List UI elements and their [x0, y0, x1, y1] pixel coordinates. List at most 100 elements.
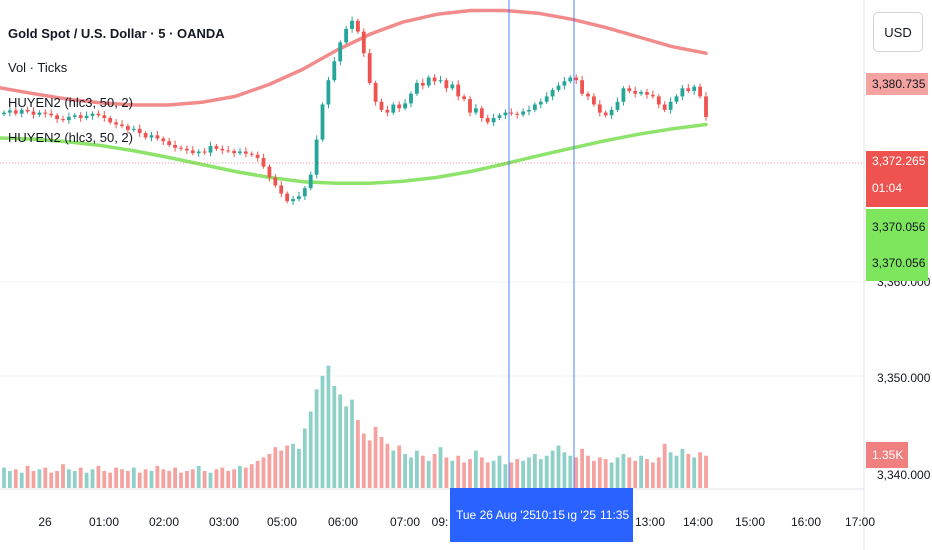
- volume-bar: [332, 386, 337, 488]
- volume-bar: [96, 465, 101, 488]
- candle: [249, 151, 254, 157]
- candle: [515, 111, 520, 119]
- candle: [704, 92, 708, 121]
- time-tick-label: 17:00: [845, 515, 875, 529]
- volume-bar: [137, 472, 142, 488]
- volume-bar: [356, 420, 360, 488]
- currency-button[interactable]: USD: [873, 12, 923, 52]
- upper-band-line: [0, 8, 708, 107]
- candle: [674, 94, 679, 104]
- volume-bar: [615, 457, 620, 488]
- candle: [31, 107, 36, 119]
- indicator-huyen2-2[interactable]: HUYEN2 (hlc3, 50, 2): [8, 130, 133, 145]
- candle: [562, 77, 567, 90]
- candle: [344, 25, 348, 45]
- candle-body: [279, 185, 284, 194]
- indicator-volume[interactable]: Vol · Ticks: [8, 60, 68, 75]
- volume-bar: [238, 465, 242, 488]
- candle-body: [503, 112, 508, 116]
- time-tick-label: 07:00: [390, 515, 420, 529]
- candle: [78, 112, 83, 122]
- volume-bar: [114, 467, 118, 488]
- candle-body: [214, 146, 219, 149]
- volume-bar: [415, 450, 419, 488]
- volume-bar: [574, 457, 579, 488]
- candle-body: [485, 118, 490, 123]
- candle: [108, 115, 113, 125]
- candle-body: [167, 141, 172, 145]
- candle-body: [96, 113, 101, 116]
- candle: [143, 131, 148, 140]
- candle-body: [468, 99, 472, 113]
- candle-body: [273, 177, 278, 186]
- candle: [167, 138, 172, 148]
- time-tick-label: 02:00: [149, 515, 179, 529]
- candle-body: [338, 42, 343, 62]
- crosshair-time-label-1: 10:15: [535, 508, 566, 522]
- crosshair-time-label-2: 11:35: [600, 508, 630, 522]
- candle: [509, 108, 514, 116]
- candles: [2, 16, 708, 205]
- volume-bar: [261, 457, 266, 488]
- volume-label: 1.35K: [866, 442, 908, 468]
- volume-bar: [527, 457, 531, 488]
- volume-bar: [61, 464, 65, 488]
- candle-body: [291, 199, 295, 202]
- volume-bar: [155, 465, 160, 488]
- crosshair-date-label: Tue 26 Aug '25: [456, 508, 536, 522]
- volume-bar: [450, 460, 455, 488]
- candle-body: [592, 96, 596, 105]
- volume-bar: [609, 462, 614, 488]
- candle: [226, 146, 231, 154]
- candle-body: [497, 115, 502, 118]
- candle: [450, 81, 455, 91]
- time-axis[interactable]: 2601:0002:0003:0005:0006:0007:0008:0009:…: [38, 515, 875, 529]
- volume-bar: [391, 450, 396, 488]
- candle-body: [426, 77, 431, 86]
- candle: [190, 146, 195, 156]
- candle-body: [456, 84, 461, 97]
- time-tick-label: 05:00: [267, 515, 297, 529]
- volume-bar: [704, 455, 708, 488]
- candle: [279, 181, 284, 198]
- candle-body: [645, 92, 649, 95]
- candle: [479, 106, 484, 122]
- candle: [627, 85, 632, 94]
- volume-bar: [503, 464, 508, 488]
- volume-bar: [291, 443, 295, 488]
- candle-body: [13, 110, 18, 114]
- candle-body: [37, 112, 42, 115]
- candle-body: [255, 154, 260, 158]
- candle: [491, 113, 496, 127]
- volume-bar: [580, 448, 584, 488]
- candle: [13, 106, 18, 116]
- candle-body: [102, 115, 107, 118]
- candle: [149, 132, 154, 142]
- volume-bar: [243, 467, 248, 488]
- candle-body: [356, 20, 360, 32]
- candle-body: [651, 94, 655, 97]
- volume-bar: [202, 471, 207, 488]
- volume-bar: [131, 467, 136, 488]
- volume-bar: [698, 452, 702, 488]
- chart-title[interactable]: Gold Spot / U.S. Dollar · 5 · OANDA: [8, 26, 225, 41]
- candle-body: [444, 80, 449, 89]
- candle-body: [474, 108, 478, 113]
- candle: [161, 136, 166, 145]
- indicator-huyen2-1[interactable]: HUYEN2 (hlc3, 50, 2): [8, 95, 133, 110]
- candle: [391, 102, 396, 115]
- candle: [55, 113, 59, 123]
- candle-body: [190, 150, 195, 154]
- volume-bar: [627, 457, 632, 488]
- volume-bar: [662, 443, 667, 488]
- candle: [8, 107, 12, 117]
- volume-bar: [403, 454, 407, 488]
- candle: [556, 82, 561, 93]
- candle: [267, 164, 272, 182]
- volume-bar: [161, 469, 166, 488]
- volume-bar: [273, 447, 278, 488]
- candle: [67, 112, 71, 124]
- candle-body: [155, 135, 160, 139]
- candle: [25, 106, 30, 114]
